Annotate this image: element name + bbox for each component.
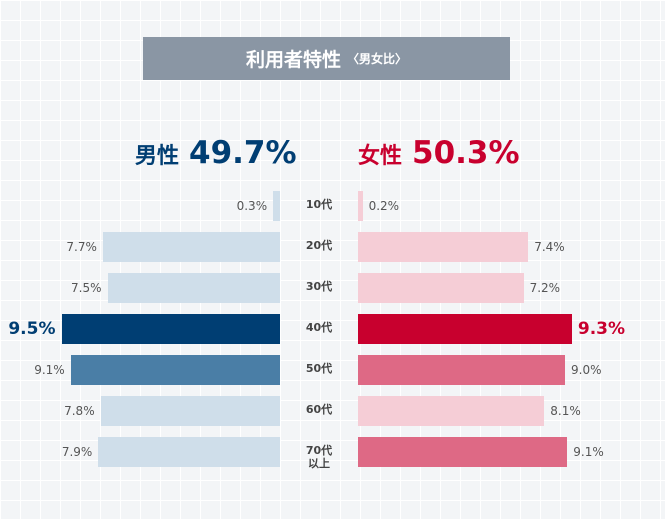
bar bbox=[102, 232, 280, 262]
value-label: 9.1% bbox=[573, 445, 604, 459]
bar bbox=[70, 355, 280, 385]
value-label: 7.9% bbox=[61, 445, 93, 459]
category-label: 20代 bbox=[305, 239, 333, 252]
value-label: 0.3% bbox=[236, 199, 268, 213]
bar bbox=[358, 232, 529, 262]
legend-1: 女性 50.3% bbox=[358, 135, 520, 171]
series-name: 男性 bbox=[135, 144, 180, 169]
value-label: 9.5% bbox=[8, 319, 56, 339]
value-label: 7.4% bbox=[534, 240, 565, 254]
bar bbox=[358, 355, 565, 385]
category-label: 30代 bbox=[305, 280, 333, 293]
bar bbox=[61, 314, 280, 344]
series-total: 49.7% bbox=[189, 135, 297, 171]
bar bbox=[273, 191, 280, 221]
bar bbox=[358, 396, 545, 426]
category-label: 40代 bbox=[305, 321, 333, 334]
bar bbox=[107, 273, 280, 303]
title-box: 利用者特性 〈男女比〉 bbox=[143, 37, 510, 80]
category-label: 60代 bbox=[305, 403, 333, 416]
value-label: 7.8% bbox=[64, 404, 95, 418]
value-label: 9.1% bbox=[34, 363, 65, 377]
chart-title: 利用者特性 bbox=[245, 49, 341, 71]
legend-0: 男性 49.7% bbox=[135, 135, 297, 171]
series-total: 50.3% bbox=[412, 135, 520, 171]
value-label: 7.7% bbox=[66, 240, 97, 254]
category-label: 70代以上 bbox=[305, 444, 333, 470]
bar bbox=[358, 437, 568, 467]
bar bbox=[358, 273, 524, 303]
category-label: 10代 bbox=[305, 198, 333, 211]
value-label: 9.0% bbox=[571, 363, 602, 377]
value-label: 9.3% bbox=[577, 319, 626, 339]
value-label: 8.1% bbox=[550, 404, 581, 418]
bar bbox=[358, 314, 572, 344]
value-label: 0.2% bbox=[368, 199, 400, 213]
series-name: 女性 bbox=[358, 144, 403, 169]
bar bbox=[358, 191, 363, 221]
chart-subtitle: 〈男女比〉 bbox=[347, 52, 408, 66]
value-label: 7.2% bbox=[529, 281, 561, 295]
category-label: 50代 bbox=[305, 362, 333, 375]
bar bbox=[100, 396, 280, 426]
bar bbox=[98, 437, 280, 467]
value-label: 7.5% bbox=[71, 281, 102, 295]
